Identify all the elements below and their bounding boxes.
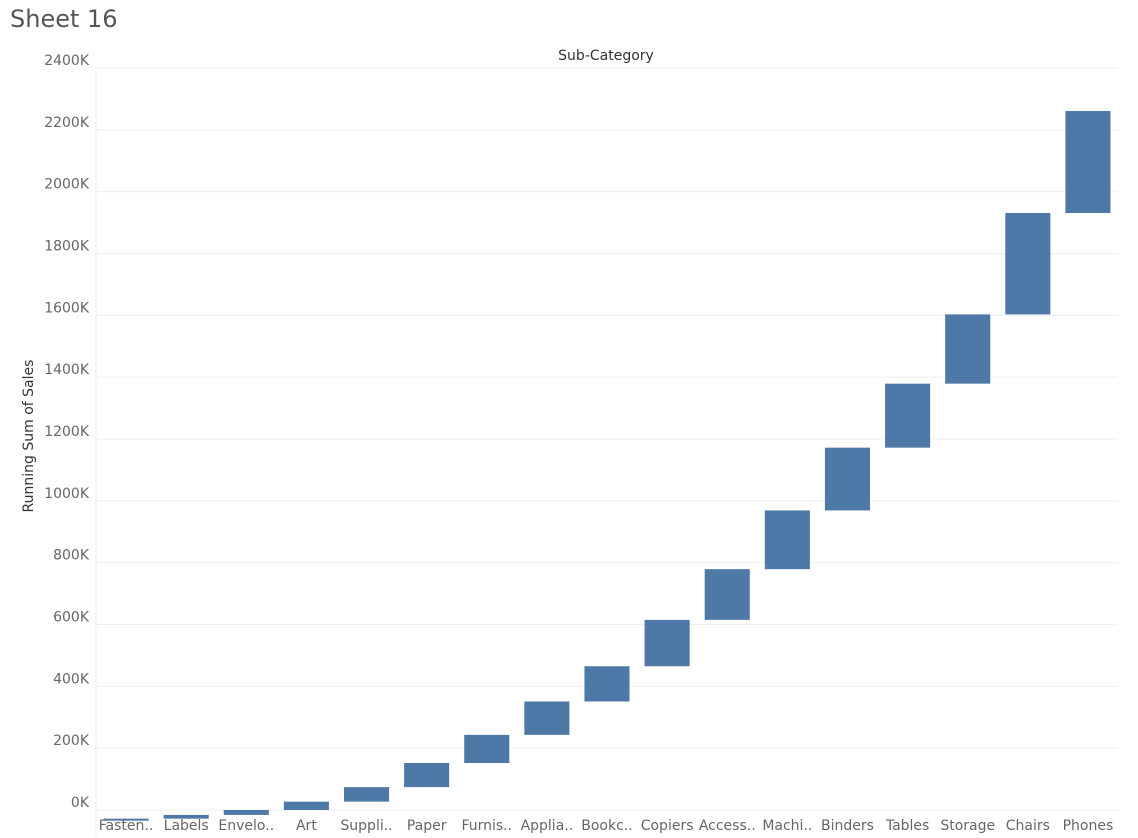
- x-tick-label: Access..: [699, 818, 756, 834]
- bar-labels[interactable]: [163, 814, 209, 819]
- bar-suppli[interactable]: [343, 787, 390, 802]
- bar-envelo[interactable]: [223, 810, 269, 815]
- bar-applia[interactable]: [524, 701, 570, 735]
- y-tick-label: 600K: [53, 610, 90, 626]
- y-axis-title: Running Sum of Sales: [21, 360, 37, 513]
- bar-chairs[interactable]: [1005, 212, 1051, 315]
- y-tick-label: 2400K: [44, 53, 90, 69]
- bar-art[interactable]: [283, 801, 329, 810]
- x-tick-label: Bookc..: [581, 818, 632, 834]
- x-tick-label: Applia..: [521, 818, 574, 834]
- bar-fasten[interactable]: [103, 818, 149, 821]
- y-tick-label: 800K: [53, 548, 90, 564]
- gridlines: [95, 67, 1118, 836]
- x-tick-label: Labels: [164, 818, 209, 834]
- x-axis-ticks: Fasten.. Labels Envelo.. Art Suppli.. Paper Fu…: [99, 818, 1113, 834]
- x-tick-label: Art: [296, 818, 317, 834]
- bar-copiers[interactable]: [644, 619, 690, 667]
- bar-machi[interactable]: [764, 510, 810, 570]
- x-tick-label: Tables: [885, 818, 930, 834]
- bar-storage[interactable]: [945, 314, 991, 384]
- column-header: Sub-Category: [558, 48, 654, 64]
- y-tick-label: 2000K: [44, 177, 90, 193]
- y-tick-label: 1200K: [44, 424, 90, 440]
- bar-access[interactable]: [704, 569, 750, 620]
- y-axis-ticks: 0K 200K 400K 600K 800K 1000K 1200K 1400K 1600K 18…: [44, 53, 90, 811]
- y-tick-label: 2200K: [44, 115, 90, 131]
- x-tick-label: Chairs: [1006, 818, 1050, 834]
- bars: [103, 110, 1111, 821]
- bar-furnis[interactable]: [464, 734, 510, 764]
- sheet-title: Sheet 16: [10, 5, 118, 33]
- x-tick-label: Suppli..: [340, 818, 392, 834]
- x-tick-label: Machi..: [762, 818, 812, 834]
- x-tick-label: Envelo..: [218, 818, 274, 834]
- bar-bookc[interactable]: [584, 666, 630, 702]
- bar-paper[interactable]: [404, 763, 450, 788]
- y-tick-label: 1600K: [44, 300, 90, 316]
- bar-binders[interactable]: [824, 447, 871, 511]
- y-tick-label: 0K: [71, 795, 90, 811]
- y-tick-label: 200K: [53, 733, 90, 749]
- x-tick-label: Copiers: [641, 818, 694, 834]
- bar-phones[interactable]: [1065, 110, 1111, 213]
- y-tick-label: 1800K: [44, 239, 90, 255]
- y-tick-label: 1400K: [44, 362, 90, 378]
- y-tick-label: 1000K: [44, 486, 90, 502]
- x-tick-label: Paper: [407, 818, 447, 834]
- x-tick-label: Furnis..: [461, 818, 512, 834]
- x-tick-label: Binders: [821, 818, 874, 834]
- x-tick-label: Phones: [1063, 818, 1114, 834]
- x-tick-label: Fasten..: [99, 818, 154, 834]
- x-tick-label: Storage: [940, 818, 995, 834]
- y-tick-label: 400K: [53, 671, 90, 687]
- bar-tables[interactable]: [885, 383, 931, 448]
